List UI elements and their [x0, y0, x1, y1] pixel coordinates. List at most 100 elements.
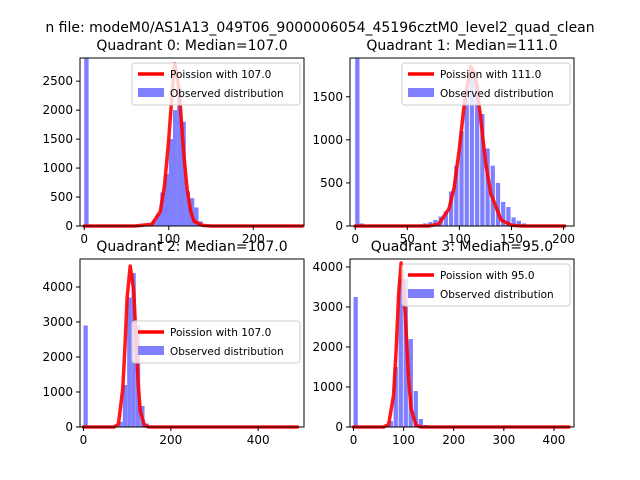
legend-label-observed: Observed distribution — [440, 289, 554, 301]
x-tick-label: 400 — [247, 433, 270, 447]
legend-hist-swatch — [138, 346, 164, 355]
y-tick-label: 0 — [335, 420, 343, 434]
legend-label-poisson: Poission with 107.0 — [170, 69, 271, 81]
x-tick-label: 100 — [157, 232, 180, 246]
histogram-bar — [84, 58, 89, 226]
x-tick-label: 400 — [543, 433, 566, 447]
y-tick-label: 3000 — [312, 300, 343, 314]
subplot-title: Quadrant 0: Median=107.0 — [96, 38, 287, 54]
histogram-bar — [511, 217, 516, 226]
x-tick-label: 100 — [392, 433, 415, 447]
y-tick-label: 0 — [335, 219, 343, 233]
histogram-bar — [164, 173, 169, 226]
axes-frame — [79, 57, 305, 227]
x-tick-label: 150 — [500, 232, 523, 246]
figure-suptitle: n file: modeM0/AS1A13_049T06_9000006054_… — [45, 20, 594, 36]
x-tick-label: 200 — [242, 232, 265, 246]
histogram-bar — [448, 191, 454, 226]
y-tick-label: 1000 — [42, 161, 73, 175]
legend-hist-swatch — [408, 88, 434, 97]
subplot-title: Quadrant 1: Median=111.0 — [366, 38, 557, 54]
histogram-bar — [156, 214, 161, 226]
histogram-bar — [501, 201, 506, 226]
histogram-bar — [355, 58, 360, 226]
histogram-bar — [464, 88, 469, 227]
histogram-bar — [194, 207, 199, 226]
histogram-bar — [83, 325, 88, 427]
y-tick-label: 1500 — [42, 132, 73, 146]
histogram-bar — [454, 165, 459, 226]
subplot-title: Quadrant 3: Median=95.0 — [371, 239, 553, 255]
histogram-bar — [122, 385, 128, 427]
x-tick-label: 100 — [448, 232, 471, 246]
x-tick-label: 0 — [351, 232, 359, 246]
legend-box — [401, 62, 571, 106]
x-tick-label: 200 — [159, 433, 182, 447]
x-tick-label: 200 — [442, 433, 465, 447]
histogram-bar — [118, 421, 123, 427]
axes-frame — [79, 258, 305, 428]
y-tick-label: 2000 — [312, 340, 343, 354]
histogram-bar — [418, 419, 423, 427]
y-tick-label: 1500 — [312, 90, 343, 104]
legend-hist-swatch — [408, 289, 434, 298]
y-tick-label: 2000 — [42, 350, 73, 364]
histogram-bar — [353, 297, 358, 427]
x-tick-label: 0 — [80, 232, 88, 246]
histogram-bar — [480, 114, 485, 226]
axes-frame — [349, 57, 575, 227]
legend-label-observed: Observed distribution — [440, 88, 554, 100]
legend-label-observed: Observed distribution — [170, 88, 284, 100]
y-tick-label: 500 — [320, 176, 343, 190]
y-tick-label: 4000 — [42, 280, 73, 294]
axes-frame — [349, 258, 575, 428]
histogram-bar — [516, 220, 521, 226]
y-tick-label: 1000 — [312, 133, 343, 147]
subplot-title: Quadrant 2: Median=107.0 — [96, 239, 287, 255]
y-tick-label: 1000 — [42, 385, 73, 399]
histogram-bar — [127, 297, 132, 427]
legend: Poission with 107.0 Observed distribution — [131, 62, 301, 106]
histogram-bar — [177, 86, 182, 226]
histogram-bar — [433, 219, 438, 226]
legend-label-poisson: Poission with 107.0 — [170, 327, 271, 339]
y-tick-label: 0 — [65, 420, 73, 434]
histogram-bar — [181, 121, 186, 226]
x-tick-label: 0 — [80, 433, 88, 447]
x-tick-label: 50 — [400, 232, 415, 246]
histogram-bar — [160, 192, 165, 226]
histogram-bar — [485, 148, 490, 226]
legend-label-poisson: Poission with 95.0 — [440, 270, 535, 282]
legend-label-poisson: Poission with 111.0 — [440, 69, 541, 81]
histogram-bar — [393, 367, 398, 427]
legend-box — [131, 62, 301, 106]
legend-hist-swatch — [138, 88, 164, 97]
x-tick-label: 0 — [350, 433, 358, 447]
histogram-bar — [506, 207, 511, 226]
y-tick-label: 4000 — [312, 260, 343, 274]
histogram-bar — [413, 391, 418, 427]
histogram-bar — [495, 182, 501, 226]
histogram-bar — [469, 70, 475, 226]
y-tick-label: 0 — [65, 219, 73, 233]
histogram-bar — [459, 131, 464, 226]
legend: Poission with 95.0 Observed distribution — [401, 263, 571, 307]
histogram-bar — [388, 421, 393, 427]
legend: Poission with 107.0 Observed distribution — [131, 320, 301, 364]
y-tick-label: 500 — [50, 190, 73, 204]
y-tick-label: 2000 — [42, 103, 73, 117]
x-tick-label: 300 — [492, 433, 515, 447]
histogram-bar — [475, 83, 480, 226]
histogram-bar — [185, 191, 191, 226]
y-tick-label: 2500 — [42, 74, 73, 88]
histogram-bar — [408, 339, 413, 427]
histogram-bar — [172, 110, 178, 226]
histogram-bar — [443, 211, 449, 226]
y-tick-label: 1000 — [312, 380, 343, 394]
legend-box — [131, 320, 301, 364]
